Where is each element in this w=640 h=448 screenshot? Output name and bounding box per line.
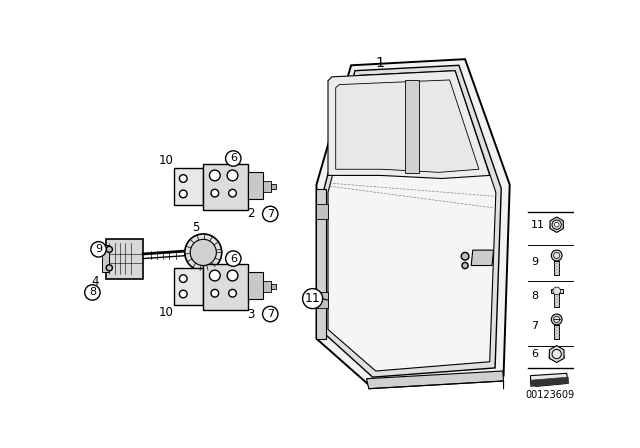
FancyBboxPatch shape bbox=[204, 264, 248, 310]
Text: 10: 10 bbox=[159, 306, 173, 319]
Polygon shape bbox=[316, 59, 509, 385]
Circle shape bbox=[551, 250, 562, 261]
Text: 6: 6 bbox=[531, 349, 538, 359]
Text: 8: 8 bbox=[531, 291, 538, 301]
FancyBboxPatch shape bbox=[271, 184, 276, 189]
Circle shape bbox=[211, 289, 219, 297]
Circle shape bbox=[179, 290, 187, 298]
FancyBboxPatch shape bbox=[554, 261, 559, 275]
Circle shape bbox=[84, 285, 100, 300]
Circle shape bbox=[227, 270, 238, 281]
Polygon shape bbox=[471, 250, 493, 266]
Polygon shape bbox=[336, 80, 479, 172]
Circle shape bbox=[461, 252, 469, 260]
Polygon shape bbox=[328, 71, 490, 178]
FancyBboxPatch shape bbox=[263, 281, 271, 292]
FancyBboxPatch shape bbox=[271, 284, 276, 289]
Circle shape bbox=[462, 263, 468, 269]
Text: 7: 7 bbox=[267, 309, 274, 319]
Circle shape bbox=[228, 289, 236, 297]
Circle shape bbox=[106, 265, 113, 271]
Text: 4: 4 bbox=[92, 275, 99, 288]
FancyBboxPatch shape bbox=[204, 164, 248, 210]
FancyBboxPatch shape bbox=[248, 172, 263, 198]
Circle shape bbox=[554, 222, 559, 227]
Text: 9: 9 bbox=[95, 244, 102, 254]
FancyBboxPatch shape bbox=[554, 293, 559, 307]
Text: 2: 2 bbox=[247, 207, 255, 220]
Circle shape bbox=[209, 170, 220, 181]
Text: 6: 6 bbox=[230, 254, 237, 263]
Polygon shape bbox=[531, 373, 568, 386]
Circle shape bbox=[225, 151, 241, 166]
Circle shape bbox=[185, 234, 221, 271]
Text: 3: 3 bbox=[247, 307, 255, 320]
Text: 11: 11 bbox=[531, 220, 545, 230]
Circle shape bbox=[179, 175, 187, 182]
Ellipse shape bbox=[550, 225, 564, 229]
Circle shape bbox=[554, 252, 560, 258]
Polygon shape bbox=[550, 217, 563, 233]
Text: 11: 11 bbox=[305, 292, 321, 305]
Circle shape bbox=[179, 190, 187, 198]
Polygon shape bbox=[549, 345, 564, 362]
Circle shape bbox=[225, 251, 241, 266]
Polygon shape bbox=[531, 377, 568, 386]
Text: 7: 7 bbox=[531, 321, 538, 331]
Circle shape bbox=[554, 316, 560, 323]
FancyBboxPatch shape bbox=[263, 181, 271, 192]
Polygon shape bbox=[405, 80, 419, 173]
Text: 00123609: 00123609 bbox=[525, 390, 574, 400]
Text: 8: 8 bbox=[89, 288, 96, 297]
Polygon shape bbox=[316, 204, 328, 220]
Circle shape bbox=[552, 349, 561, 359]
Circle shape bbox=[553, 287, 561, 295]
Polygon shape bbox=[324, 65, 501, 377]
Circle shape bbox=[303, 289, 323, 309]
Polygon shape bbox=[367, 371, 504, 389]
FancyBboxPatch shape bbox=[554, 325, 559, 339]
Circle shape bbox=[91, 241, 106, 257]
Circle shape bbox=[227, 170, 238, 181]
Text: 10: 10 bbox=[159, 154, 173, 167]
Circle shape bbox=[262, 306, 278, 322]
Circle shape bbox=[179, 275, 187, 282]
Circle shape bbox=[262, 206, 278, 222]
FancyBboxPatch shape bbox=[106, 238, 143, 279]
Polygon shape bbox=[316, 189, 326, 339]
Text: 5: 5 bbox=[192, 221, 199, 234]
Polygon shape bbox=[316, 293, 328, 308]
FancyBboxPatch shape bbox=[550, 289, 563, 293]
Circle shape bbox=[228, 189, 236, 197]
Polygon shape bbox=[328, 71, 496, 371]
Circle shape bbox=[209, 270, 220, 281]
FancyBboxPatch shape bbox=[174, 168, 204, 205]
Ellipse shape bbox=[549, 354, 564, 360]
FancyBboxPatch shape bbox=[248, 271, 263, 299]
Text: 6: 6 bbox=[230, 154, 237, 164]
Circle shape bbox=[551, 314, 562, 325]
FancyBboxPatch shape bbox=[174, 268, 204, 305]
FancyBboxPatch shape bbox=[102, 245, 109, 272]
Circle shape bbox=[211, 189, 219, 197]
Circle shape bbox=[190, 239, 216, 266]
Text: 9: 9 bbox=[531, 257, 538, 267]
Text: 7: 7 bbox=[267, 209, 274, 219]
Circle shape bbox=[552, 220, 561, 229]
Text: 1: 1 bbox=[376, 56, 385, 70]
Circle shape bbox=[106, 246, 113, 252]
